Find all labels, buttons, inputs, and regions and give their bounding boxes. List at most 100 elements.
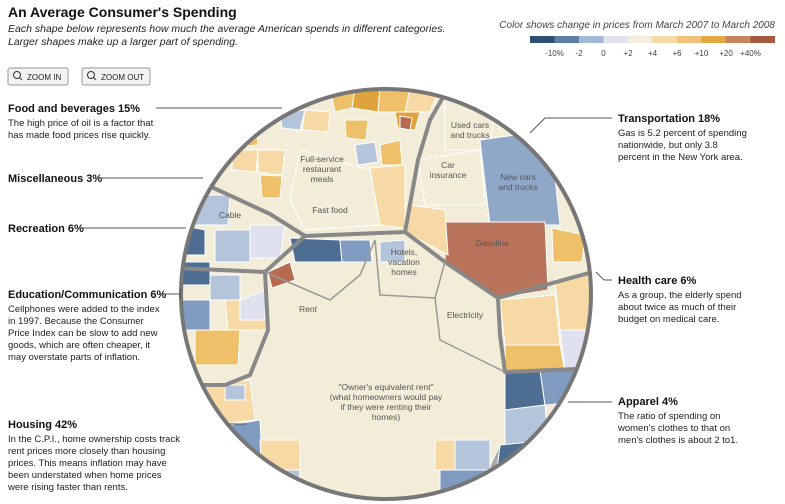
annotation-body: The ratio of spending on (618, 411, 720, 422)
annotation-body: Price Index can be slow to add new (8, 328, 158, 339)
cell (261, 469, 301, 499)
annotation-heading: Recreation 6% (8, 223, 84, 235)
subtitle: Each shape below represents how much the… (8, 23, 445, 35)
cell (551, 227, 586, 263)
annotation-body: been understated when home prices (8, 470, 162, 481)
zoom-in-button[interactable]: ZOOM IN (7, 67, 69, 86)
cell-label: Cable (219, 210, 241, 220)
annotation-body: about twice as much of their (618, 302, 736, 313)
scale-swatch (554, 36, 579, 43)
scale-label: +2 (623, 49, 633, 58)
scale-swatch (701, 36, 726, 43)
annotation-heading: Food and beverages 15% (8, 103, 140, 115)
cell (239, 289, 266, 321)
cell (194, 329, 241, 366)
scale-swatch (579, 36, 604, 43)
cell-label: and trucks (450, 130, 489, 140)
voronoi-map (181, 89, 591, 499)
annotation-body: As a group, the elderly spend (618, 290, 742, 301)
cell (504, 369, 546, 411)
scale-label: +4 (648, 49, 658, 58)
zoom-out-button[interactable]: ZOOM OUT (81, 67, 151, 86)
annotation-heading: Miscellaneous 3% (8, 173, 102, 185)
cell-label: Car (441, 160, 455, 170)
cell (417, 149, 486, 206)
cell (289, 149, 381, 231)
legend-caption: Color shows change in prices from March … (499, 20, 775, 31)
cell-label: (what homeowners would pay (330, 392, 443, 402)
cell (214, 229, 251, 263)
annotation-heading: Apparel 4% (618, 396, 678, 408)
cell (339, 239, 373, 263)
cell (181, 299, 211, 331)
cell-label: if they were renting their (341, 402, 432, 412)
cell (224, 384, 246, 401)
cell-label: Gasoline (475, 238, 509, 248)
annotation-body: may overstate parts of inflation. (8, 352, 140, 363)
cell (454, 439, 491, 471)
cell (301, 109, 331, 133)
annotation-body: women's clothes to that on (617, 423, 730, 434)
scale-swatch (750, 36, 775, 43)
cell (231, 149, 259, 173)
cell-label: Rent (299, 304, 318, 314)
cell (379, 139, 403, 166)
cell (434, 439, 456, 471)
scale-swatch (628, 36, 653, 43)
zoom-out-label[interactable]: ZOOM OUT (101, 73, 144, 82)
scale-label: +10 (695, 49, 709, 58)
leader-lines (80, 107, 612, 425)
annotation-body: Gas is 5.2 percent of spending (618, 128, 747, 139)
annotation-body: nationwide, but only 3.8 (618, 140, 718, 151)
cell (354, 141, 379, 166)
cell-label: restaurant (303, 164, 342, 174)
annotation-body: percent in the New York area. (618, 152, 743, 163)
cell-label: Full-service (300, 154, 344, 164)
cell (444, 221, 549, 299)
annotation-heading: Transportation 18% (618, 113, 720, 125)
cell (209, 274, 241, 301)
annotation-body: men's clothes is about 2 to1. (618, 435, 738, 446)
zoom-in-label[interactable]: ZOOM IN (27, 73, 61, 82)
annotation-body: budget on medical care. (618, 314, 719, 325)
color-scale: -10% -2 0 +2 +4 +6 +10 +20 +40% (530, 36, 775, 58)
annotation-body: prices. This means inflation may have (8, 458, 167, 469)
annotation-body: in 1997. Because the Consumer (8, 316, 144, 327)
cell (529, 437, 576, 481)
cell-label: homes (391, 267, 417, 277)
scale-swatch (530, 36, 555, 43)
title: An Average Consumer's Spending (8, 4, 237, 20)
cell (344, 119, 369, 141)
annotation-body: The high price of oil is a factor that (8, 118, 154, 129)
cell (224, 114, 259, 149)
annotation-body: In the C.P.I., home ownership costs trac… (8, 434, 180, 445)
outer-circle (179, 87, 593, 501)
cell (249, 224, 286, 259)
cell-label: Electricity (447, 310, 484, 320)
cell-label: meals (311, 174, 334, 184)
cell-label: vacation (388, 257, 420, 267)
scale-label: -2 (575, 49, 583, 58)
scale-swatch (726, 36, 751, 43)
scale-label: 0 (601, 49, 606, 58)
annotation-heading: Health care 6% (618, 275, 696, 287)
scale-label: +40% (740, 49, 761, 58)
scale-label: -10% (545, 49, 564, 58)
cell (379, 239, 406, 263)
scale-swatch (652, 36, 677, 43)
annotation-body: goods, which are often cheaper, it (8, 340, 150, 351)
annotation-heading: Education/Communication 6% (8, 289, 167, 301)
cell (499, 294, 561, 346)
cell-label: and trucks (498, 182, 537, 192)
scale-label: +20 (719, 49, 733, 58)
cell (399, 115, 413, 131)
cell (259, 174, 283, 199)
cell-label: New cars (500, 172, 535, 182)
scale-swatch (603, 36, 628, 43)
cell-label: Used cars (451, 120, 489, 130)
annotation-body: rent prices more closely than housing (8, 446, 165, 457)
scale-label: +6 (672, 49, 682, 58)
annotation-body: has made food prices rise quickly. (8, 130, 150, 141)
